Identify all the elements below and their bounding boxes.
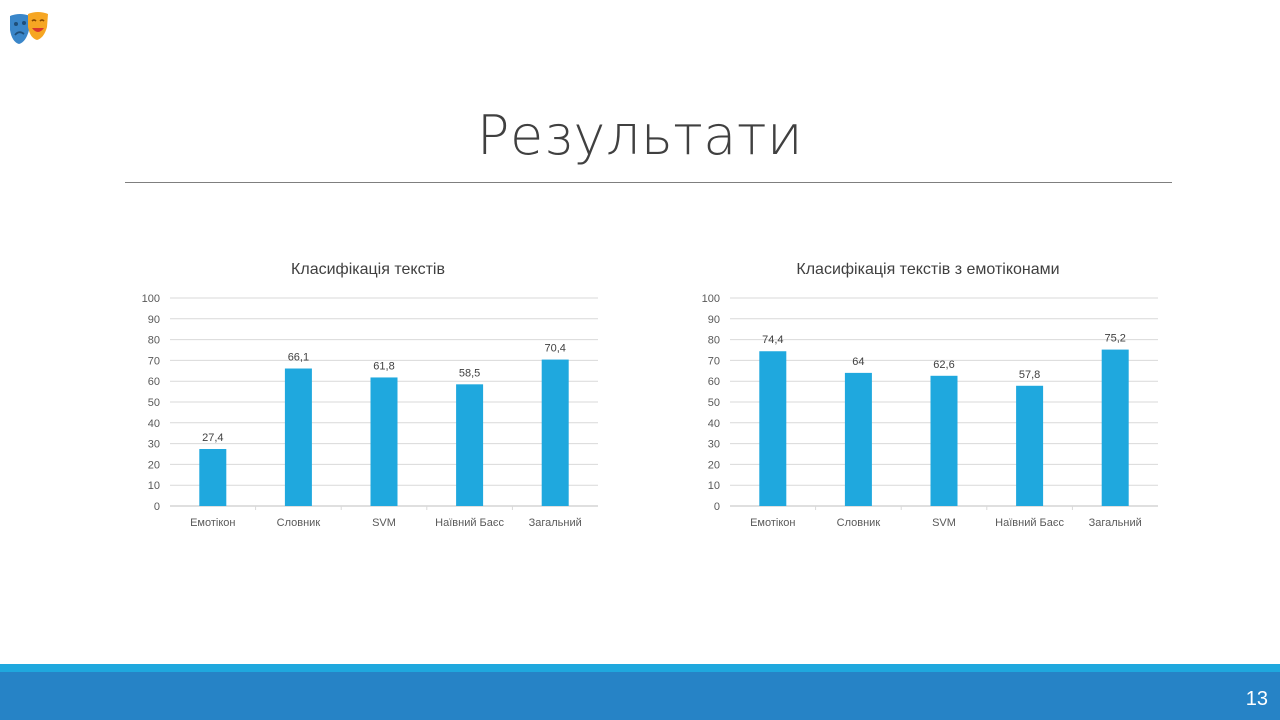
chart-text-classification: 0 10 20 30 40 50 60 70 80 90 100 27,4 Емотікон 66,1 Сл… <box>128 255 608 545</box>
y-tick-label: 90 <box>708 314 720 326</box>
y-tick-label: 0 <box>714 501 720 513</box>
page-number: 13 <box>1245 688 1268 710</box>
y-tick-label: 40 <box>148 418 160 430</box>
data-label: 75,2 <box>1104 333 1125 345</box>
bar <box>844 372 872 506</box>
bar <box>284 368 312 506</box>
data-label: 74,4 <box>762 334 783 346</box>
y-tick-label: 90 <box>148 314 160 326</box>
y-tick-label: 50 <box>708 397 720 409</box>
y-tick-label: 20 <box>708 459 720 471</box>
y-tick-label: 100 <box>702 293 720 305</box>
data-label: 58,5 <box>459 367 480 379</box>
bar <box>1016 385 1044 506</box>
chart-title: Класифікація текстів з емотіконами <box>796 261 1060 278</box>
data-label: 61,8 <box>373 360 394 372</box>
bar <box>456 384 484 506</box>
x-tick-label: SVM <box>932 517 956 529</box>
x-tick-label: SVM <box>372 517 396 529</box>
data-label: 64 <box>852 356 864 368</box>
bar <box>370 377 398 506</box>
chart-svg: 0 10 20 30 40 50 60 70 80 90 100 27,4 Емотікон 66,1 Сл… <box>142 293 598 529</box>
y-tick-label: 50 <box>148 397 160 409</box>
y-tick-label: 70 <box>148 355 160 367</box>
y-tick-label: 20 <box>148 459 160 471</box>
theater-masks-icon <box>8 10 52 46</box>
y-tick-label: 10 <box>148 480 160 492</box>
title-divider <box>125 182 1172 183</box>
y-tick-label: 0 <box>154 501 160 513</box>
x-tick-label: Словник <box>837 517 881 529</box>
data-label: 62,6 <box>933 359 954 371</box>
y-tick-label: 60 <box>708 376 720 388</box>
y-tick-label: 40 <box>708 418 720 430</box>
x-tick-label: Словник <box>277 517 321 529</box>
footer-accent-bar <box>0 664 1280 672</box>
y-tick-label: 70 <box>708 355 720 367</box>
y-tick-label: 30 <box>708 439 720 451</box>
data-label: 57,8 <box>1019 369 1040 381</box>
y-tick-label: 60 <box>148 376 160 388</box>
bar <box>759 351 787 506</box>
chart-text-classification-emoticons: 0 10 20 30 40 50 60 70 80 90 100 74,4 Емотікон 64 Слов… <box>688 255 1168 545</box>
footer-bar <box>0 672 1280 720</box>
x-tick-label: Загальний <box>1089 517 1142 529</box>
data-label: 70,4 <box>544 343 565 355</box>
x-tick-label: Емотікон <box>750 517 795 529</box>
x-tick-label: Наївний Баєс <box>995 517 1064 529</box>
y-tick-label: 30 <box>148 439 160 451</box>
x-tick-label: Наївний Баєс <box>435 517 504 529</box>
x-tick-label: Емотікон <box>190 517 235 529</box>
bar <box>1101 349 1129 506</box>
bar <box>541 359 569 506</box>
chart-svg: 0 10 20 30 40 50 60 70 80 90 100 74,4 Емотікон 64 Слов… <box>702 293 1158 529</box>
x-tick-label: Загальний <box>529 517 582 529</box>
bar <box>199 449 227 506</box>
chart-title: Класифікація текстів <box>291 261 445 278</box>
y-tick-label: 80 <box>148 335 160 347</box>
slide-title: Результати <box>476 104 804 167</box>
y-tick-label: 100 <box>142 293 160 305</box>
y-tick-label: 80 <box>708 335 720 347</box>
y-tick-label: 10 <box>708 480 720 492</box>
data-label: 66,1 <box>288 352 309 364</box>
bar <box>930 375 958 506</box>
data-label: 27,4 <box>202 432 223 444</box>
